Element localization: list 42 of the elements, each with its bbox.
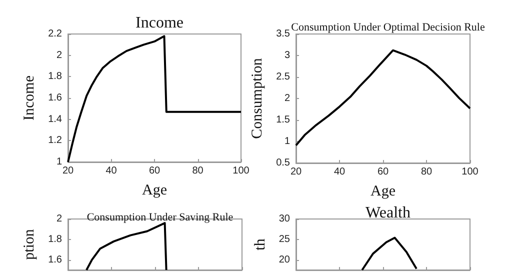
x-tick-label: 100 [462, 166, 479, 178]
y-tick-label: 20 [278, 254, 290, 266]
x-tick-label: 60 [377, 166, 389, 178]
x-axis-title: Age [370, 184, 396, 200]
line-series [85, 222, 168, 271]
x-tick-label: 100 [232, 166, 250, 176]
line-series [295, 49, 471, 146]
x-tick-label: 40 [334, 166, 346, 178]
x-tick-label: 80 [192, 166, 204, 176]
y-tick-label: 1 [284, 136, 290, 147]
line-series [67, 35, 242, 163]
y-tick-label: 25 [278, 234, 290, 245]
y-tick-label: 2 [284, 93, 290, 104]
x-axis-title: Age [142, 182, 168, 198]
y-axis-title: th [252, 238, 268, 250]
y-axis-title: Income [22, 75, 38, 120]
line-series [361, 236, 418, 271]
y-tick-label: 1.8 [48, 234, 62, 245]
chart-title: Income [136, 14, 184, 32]
x-tick-label: 80 [420, 166, 432, 178]
chart-title: Wealth [366, 204, 410, 222]
y-tick-label: 1.6 [48, 254, 62, 266]
y-tick-label: 2.5 [276, 72, 290, 82]
x-tick-label: 40 [106, 166, 118, 176]
y-tick-label: 1 [56, 156, 62, 168]
chart-title: Consumption Under Optimal Decision Rule [291, 22, 485, 34]
y-tick-label: 1.5 [276, 114, 290, 126]
chart-title: Consumption Under Saving Rule [86, 212, 234, 224]
y-tick-label: 2.2 [48, 28, 62, 40]
y-tick-label: 1.8 [48, 71, 62, 82]
x-tick-label: 60 [148, 166, 160, 176]
y-tick-label: 3 [284, 50, 290, 61]
y-axis-title: ption [22, 228, 38, 260]
y-tick-label: 1.6 [48, 92, 62, 104]
y-tick-label: 3.5 [276, 28, 290, 40]
y-tick-label: 2 [56, 50, 62, 61]
y-tick-label: 30 [278, 214, 290, 224]
y-tick-label: 1.4 [48, 114, 62, 125]
y-tick-label: 1.2 [48, 135, 62, 146]
y-tick-label: 2 [56, 214, 62, 224]
y-axis-title: Consumption [250, 58, 266, 139]
y-tick-label: 0.5 [276, 158, 290, 168]
